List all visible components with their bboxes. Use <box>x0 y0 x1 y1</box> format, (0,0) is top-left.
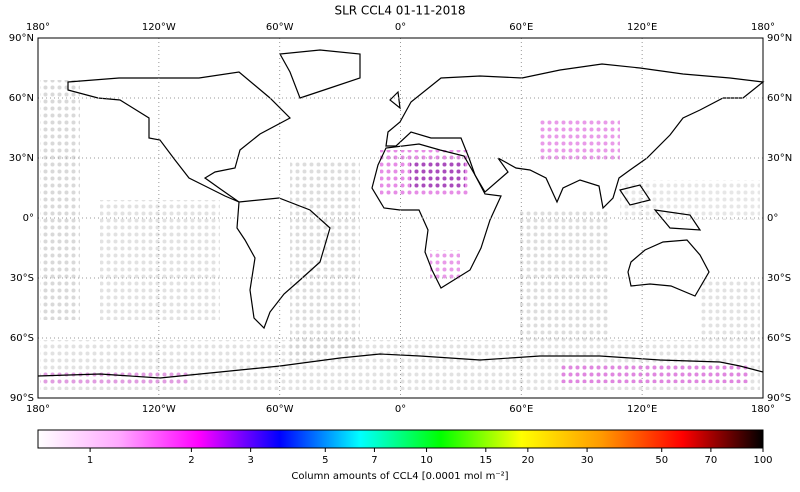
colorbar-tick-label: 15 <box>479 455 492 466</box>
x-tick-label: 120°W <box>142 22 176 33</box>
colorbar-tick-label: 2 <box>188 455 194 466</box>
colorbar-tick-label: 30 <box>581 455 594 466</box>
colorbar-tick-label: 5 <box>322 455 328 466</box>
x-tick-label: 120°W <box>142 404 176 415</box>
colorbar-tick-label: 70 <box>705 455 718 466</box>
colorbar: 1 2 3 5 7 10 15 20 30 50 70 100 <box>37 429 773 466</box>
x-tick-label: 0° <box>395 404 406 415</box>
chart-title: SLR CCL4 01-11-2018 <box>334 4 465 18</box>
y-tick-label: 60°S <box>767 333 791 344</box>
y-tick-label: 0° <box>767 213 778 224</box>
y-tick-label: 60°S <box>10 333 34 344</box>
x-tick-label: 120°E <box>627 22 657 33</box>
y-tick-label: 30°S <box>10 273 34 284</box>
y-tick-label: 60°N <box>767 93 792 104</box>
colorbar-ramp <box>37 429 764 449</box>
colorbar-tick-label: 10 <box>420 455 433 466</box>
x-tick-label: 180° <box>751 404 775 415</box>
y-tick-label: 90°S <box>767 393 791 404</box>
y-tick-label: 90°N <box>9 33 34 44</box>
map-frame <box>37 37 764 399</box>
colorbar-label: Column amounts of CCL4 [0.0001 mol m⁻²] <box>291 471 508 482</box>
colorbar-tick-label: 1 <box>87 455 93 466</box>
colorbar-tick-label: 50 <box>655 455 668 466</box>
x-tick-label: 0° <box>395 22 406 33</box>
coastlines <box>37 49 765 379</box>
x-tick-label: 60°W <box>266 404 294 415</box>
x-tick-label: 60°W <box>266 22 294 33</box>
x-tick-label: 180° <box>26 404 50 415</box>
x-tick-label: 60°E <box>509 404 533 415</box>
y-tick-label: 30°S <box>767 273 791 284</box>
y-tick-label: 30°N <box>767 153 792 164</box>
y-tick-label: 90°N <box>767 33 792 44</box>
colorbar-tick-label: 3 <box>247 455 253 466</box>
y-tick-label: 90°S <box>10 393 34 404</box>
y-tick-label: 0° <box>23 213 34 224</box>
x-tick-label: 180° <box>26 22 50 33</box>
x-tick-label: 60°E <box>509 22 533 33</box>
data-dots <box>40 80 760 390</box>
y-tick-label: 30°N <box>9 153 34 164</box>
x-tick-label: 120°E <box>627 404 657 415</box>
colorbar-tick-label: 100 <box>753 455 772 466</box>
colorbar-tick-label: 7 <box>371 455 377 466</box>
y-tick-label: 60°N <box>9 93 34 104</box>
x-tick-label: 180° <box>751 22 775 33</box>
colorbar-tick-label: 20 <box>521 455 534 466</box>
